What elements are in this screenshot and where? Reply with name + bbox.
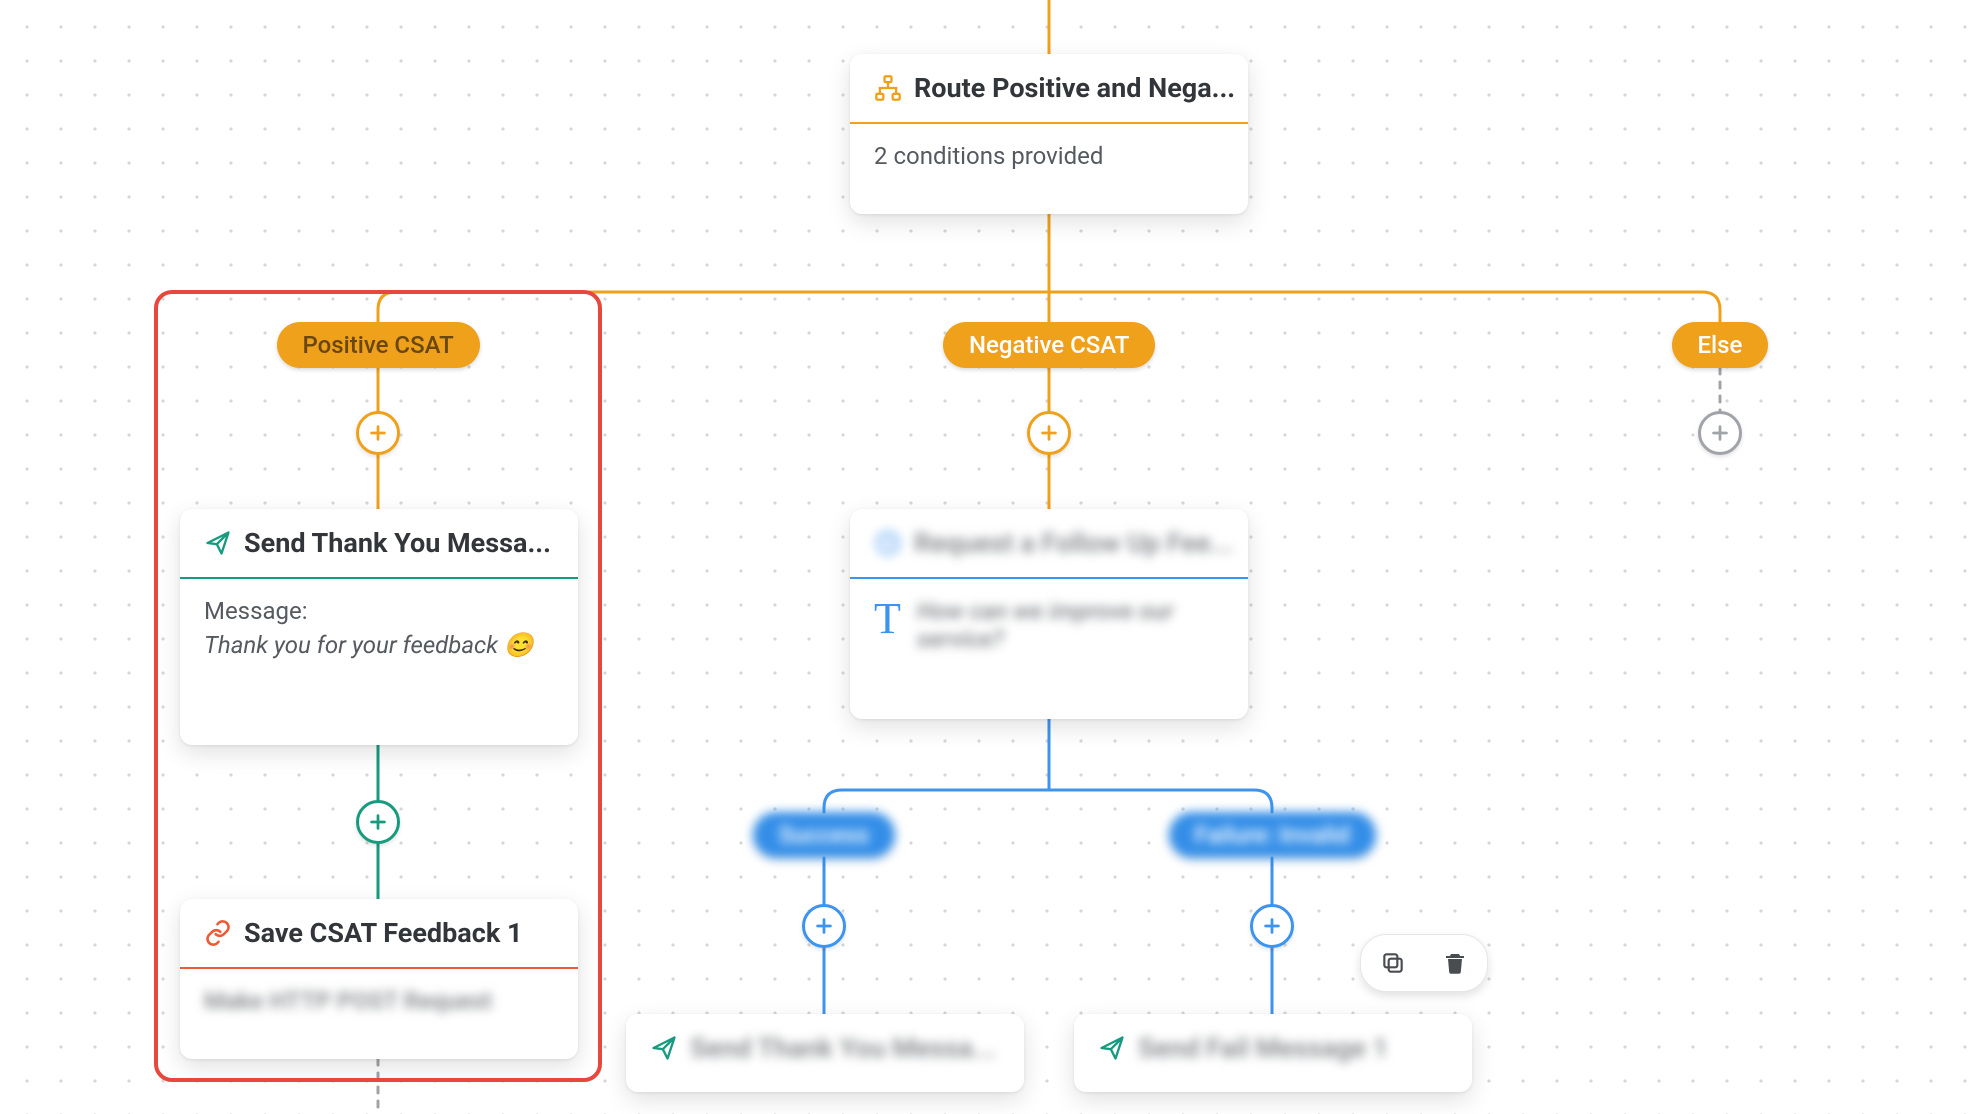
add-step-button[interactable] bbox=[802, 904, 846, 948]
branch-label[interactable]: Negative CSAT bbox=[943, 322, 1155, 368]
node-body-blur: Make HTTP POST Request bbox=[204, 987, 492, 1015]
branch-label[interactable]: Else bbox=[1672, 322, 1769, 368]
node-title: Request a Follow Up Fee... bbox=[914, 527, 1233, 559]
delete-button[interactable] bbox=[1433, 941, 1477, 985]
message-text: Thank you for your feedback 😊 bbox=[204, 629, 554, 661]
link-icon bbox=[204, 919, 232, 947]
node-body-blur: How can we improve our service? bbox=[917, 597, 1224, 653]
send-icon bbox=[204, 529, 232, 557]
node-send-thank-you-2[interactable]: Send Thank You Messa... bbox=[626, 1014, 1024, 1092]
branch-label[interactable]: Positive CSAT bbox=[277, 322, 480, 368]
node-send-fail[interactable]: Send Fail Message 1 bbox=[1074, 1014, 1472, 1092]
node-title: Send Fail Message 1 bbox=[1138, 1032, 1388, 1064]
add-step-button[interactable] bbox=[356, 411, 400, 455]
add-step-button[interactable] bbox=[1698, 411, 1742, 455]
node-title: Save CSAT Feedback 1 bbox=[244, 917, 522, 949]
add-step-button[interactable] bbox=[356, 800, 400, 844]
add-step-button[interactable] bbox=[1027, 411, 1071, 455]
node-title: Route Positive and Nega... bbox=[914, 72, 1235, 104]
flow-canvas[interactable]: Route Positive and Nega... 2 conditions … bbox=[0, 0, 1970, 1114]
node-route-branch[interactable]: Route Positive and Nega... 2 conditions … bbox=[850, 54, 1248, 214]
text-icon: T bbox=[874, 597, 901, 641]
branch-label[interactable]: Failure: Invalid bbox=[1169, 812, 1376, 858]
node-followup[interactable]: Request a Follow Up Fee... T How can we … bbox=[850, 509, 1248, 719]
node-subtitle: 2 conditions provided bbox=[874, 142, 1103, 170]
send-icon bbox=[650, 1034, 678, 1062]
node-send-thank-you[interactable]: Send Thank You Messa... Message: Thank y… bbox=[180, 509, 578, 745]
node-toolbar bbox=[1360, 934, 1488, 992]
clock-icon bbox=[874, 529, 902, 557]
message-label: Message: bbox=[204, 597, 554, 625]
node-title: Send Thank You Messa... bbox=[244, 527, 551, 559]
branch-label[interactable]: Success bbox=[753, 812, 896, 858]
node-save-csat[interactable]: Save CSAT Feedback 1 Make HTTP POST Requ… bbox=[180, 899, 578, 1059]
branch-icon bbox=[874, 74, 902, 102]
node-title: Send Thank You Messa... bbox=[690, 1032, 996, 1064]
send-icon bbox=[1098, 1034, 1126, 1062]
add-step-button[interactable] bbox=[1250, 904, 1294, 948]
copy-button[interactable] bbox=[1371, 941, 1415, 985]
